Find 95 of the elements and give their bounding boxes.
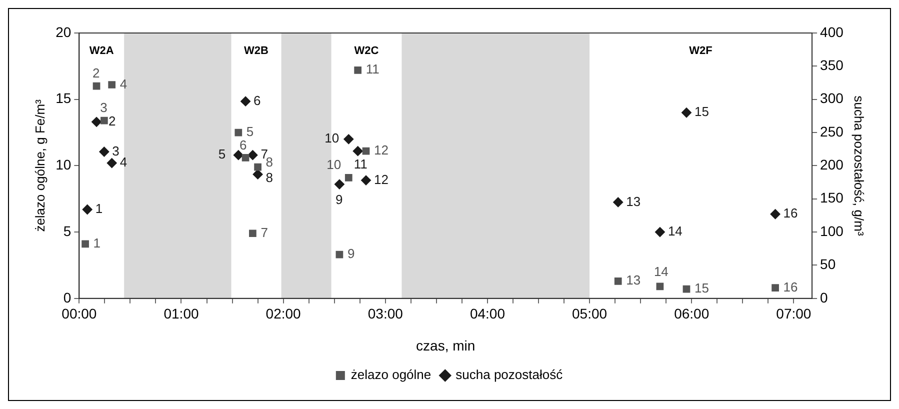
y2-tick-label: 100 — [820, 222, 844, 239]
annotation: 14 — [668, 224, 682, 239]
annotation: 5 — [218, 146, 226, 162]
point — [682, 285, 690, 293]
point — [654, 227, 665, 238]
y-axis-title: żelazo ogólne, g Fe/m³ — [32, 98, 48, 232]
annotation: 9 — [335, 192, 343, 207]
point — [336, 250, 344, 258]
point — [233, 150, 244, 160]
point — [242, 154, 250, 162]
legend-label: żelazo ogólne — [350, 367, 432, 382]
point — [92, 82, 100, 90]
x-tick-label: 07:00 — [776, 306, 812, 322]
x-tick-label: 00:00 — [62, 306, 97, 322]
annotation: 16 — [783, 279, 798, 294]
point — [100, 116, 108, 124]
point — [254, 163, 262, 171]
point — [613, 197, 624, 208]
annotation: 15 — [694, 104, 709, 120]
annotation: 11 — [366, 62, 380, 77]
annotation: 12 — [374, 142, 388, 158]
annotation: 12 — [374, 172, 388, 187]
y2-tick-label: 50 — [820, 256, 836, 272]
annotation: 8 — [266, 154, 274, 170]
x-axis-title: czas, min — [416, 337, 476, 354]
y-tick-label: 15 — [56, 90, 72, 106]
y-tick-label: 10 — [56, 156, 72, 173]
annotation: 6 — [240, 137, 247, 152]
point — [92, 116, 102, 127]
annotation: 2 — [108, 113, 116, 128]
point — [360, 175, 371, 186]
annotation: 3 — [100, 100, 108, 116]
annotation: W2C — [354, 45, 379, 58]
point — [352, 146, 363, 156]
y2-tick-label: 300 — [820, 90, 844, 106]
point — [240, 96, 251, 106]
y2-tick-label: 250 — [820, 123, 844, 140]
annotation: W2F — [689, 45, 713, 58]
annotation: 2 — [92, 66, 100, 81]
x-tick-label: 02:00 — [266, 306, 302, 322]
annotation: 4 — [120, 154, 128, 170]
x-tick-label: 05:00 — [572, 306, 608, 322]
point — [344, 134, 354, 144]
point — [354, 66, 362, 74]
point — [82, 204, 92, 214]
annotation: 3 — [112, 143, 120, 158]
annotation: 9 — [347, 246, 355, 262]
annotation: 1 — [95, 201, 103, 216]
annotation: 7 — [260, 224, 268, 240]
annotation: 16 — [783, 206, 798, 221]
point — [249, 230, 256, 238]
annotation: 11 — [354, 156, 368, 172]
point — [334, 179, 344, 190]
annotation: 8 — [266, 170, 274, 185]
x-tick-label: 03:00 — [368, 306, 404, 322]
annotation: 10 — [326, 157, 342, 172]
point — [82, 240, 89, 248]
y2-tick-label: 400 — [820, 24, 844, 40]
annotation: 4 — [120, 76, 128, 92]
point — [656, 282, 664, 290]
point — [772, 284, 779, 292]
annotation: 6 — [254, 92, 261, 108]
x-tick-label: 04:00 — [470, 306, 506, 322]
annotation: 5 — [246, 124, 254, 140]
y2-tick-label: 200 — [820, 156, 844, 173]
point — [108, 81, 116, 88]
point — [614, 277, 622, 285]
annotation: 15 — [694, 280, 709, 296]
y-tick-label: 20 — [56, 24, 72, 40]
y2-tick-label: 0 — [820, 289, 828, 306]
annotation: W2B — [244, 45, 269, 58]
y-tick-label: 0 — [63, 289, 72, 306]
x-tick-label: 01:00 — [164, 306, 199, 322]
annotation: 13 — [626, 194, 641, 209]
point — [362, 147, 370, 155]
y2-tick-label: 150 — [820, 190, 844, 206]
annotation: 13 — [626, 272, 641, 288]
point — [681, 108, 692, 118]
point — [770, 209, 780, 220]
point — [99, 146, 110, 157]
x-tick-label: 06:00 — [674, 306, 710, 322]
annotation: W2A — [89, 45, 114, 58]
annotation: 1 — [93, 236, 101, 251]
point — [248, 150, 258, 160]
annotation: 7 — [260, 146, 268, 162]
point — [106, 158, 117, 168]
y2-axis-title: sucha pozostałość, g/m³ — [852, 96, 867, 236]
point — [344, 174, 352, 182]
annotation: 10 — [324, 130, 340, 146]
legend-label: sucha pozostałość — [456, 367, 564, 382]
y2-tick-label: 350 — [820, 57, 844, 74]
y-tick-label: 5 — [63, 222, 72, 239]
annotation: 14 — [654, 264, 668, 280]
point — [234, 128, 242, 136]
point — [252, 169, 263, 180]
